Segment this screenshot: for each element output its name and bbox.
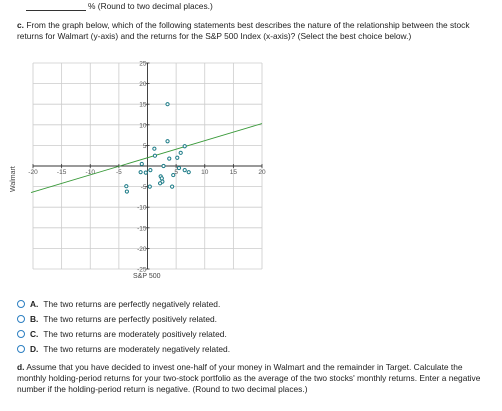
data-point <box>176 165 182 171</box>
data-point <box>157 181 163 186</box>
option-b[interactable]: B. The two returns are perfectly positiv… <box>17 311 230 326</box>
radio-button-c[interactable] <box>17 329 25 338</box>
option-b-letter: B. <box>30 313 39 324</box>
option-b-text: The two returns are perfectly positively… <box>43 313 218 324</box>
data-point <box>139 161 144 167</box>
y-tick-label: 5 <box>143 143 147 150</box>
y-axis-label: Walmart <box>10 166 17 192</box>
x-tick-label: -5 <box>116 169 122 176</box>
x-tick-label: -15 <box>57 169 67 176</box>
question-part-d: d. Assume that you have decided to inves… <box>17 362 492 395</box>
option-d-letter: D. <box>30 343 39 354</box>
data-point <box>152 146 157 151</box>
option-c-letter: C. <box>30 328 39 339</box>
x-tick-label: -20 <box>28 169 38 176</box>
y-tick-label: -20 <box>137 246 147 253</box>
data-point <box>165 139 170 144</box>
chart-svg: -20 -15 -10 -5 5 10 15 20 25 20 15 10 5 -5 -10 -15 -20 -2… <box>28 61 266 274</box>
x-tick-label: 10 <box>201 169 209 176</box>
data-point <box>152 153 158 158</box>
data-point <box>124 184 129 189</box>
question-part-c: c. From the graph below, which of the fo… <box>17 20 487 42</box>
option-d-text: The two returns are moderately negativel… <box>43 343 231 354</box>
data-point <box>167 156 172 161</box>
data-point <box>186 170 191 175</box>
round-note: % (Round to two decimal places.) <box>88 1 213 11</box>
part-d-label: d. <box>17 362 25 372</box>
part-c-label: c. <box>17 20 24 30</box>
answer-blank[interactable] <box>26 10 86 11</box>
data-point <box>138 170 143 175</box>
option-c[interactable]: C. The two returns are moderately positi… <box>17 326 230 341</box>
data-point <box>124 189 129 194</box>
radio-button-d[interactable] <box>17 344 25 353</box>
x-tick-label: 15 <box>230 169 238 176</box>
y-tick-label: 15 <box>139 102 147 109</box>
scatter-chart: -20 -15 -10 -5 5 10 15 20 25 20 15 10 5 -5 -10 -15 -20 -2… <box>0 55 280 285</box>
trend-line <box>30 123 263 193</box>
option-c-text: The two returns are moderately positivel… <box>43 328 227 339</box>
option-a-letter: A. <box>30 298 39 309</box>
data-point <box>182 144 187 149</box>
data-point <box>161 163 166 169</box>
x-tick-label: -10 <box>86 169 96 176</box>
y-tick-label: -10 <box>137 205 147 212</box>
data-point <box>165 102 170 107</box>
y-tick-label: 10 <box>139 122 147 129</box>
data-point <box>148 168 153 173</box>
radio-button-a[interactable] <box>17 299 25 308</box>
part-c-text: From the graph below, which of the follo… <box>17 20 470 41</box>
y-tick-label: -5 <box>141 184 147 191</box>
y-tick-label: -25 <box>137 267 147 274</box>
x-tick-label: 20 <box>258 169 266 176</box>
previous-answer-line: % (Round to two decimal places.) <box>8 0 488 14</box>
radio-button-b[interactable] <box>17 314 25 323</box>
data-point <box>170 184 175 189</box>
data-point <box>175 155 180 160</box>
data-point <box>171 172 176 178</box>
part-d-text: Assume that you have decided to invest o… <box>17 362 481 394</box>
x-tick-label: 5 <box>174 169 178 176</box>
y-tick-label: -15 <box>137 225 147 232</box>
data-point <box>178 150 183 155</box>
option-d[interactable]: D. The two returns are moderately negati… <box>17 341 230 356</box>
y-tick-label: 25 <box>139 61 147 68</box>
y-tick-label: 20 <box>139 81 147 88</box>
data-point <box>159 176 164 181</box>
option-a[interactable]: A. The two returns are perfectly negativ… <box>17 296 230 311</box>
answer-options: A. The two returns are perfectly negativ… <box>17 296 230 356</box>
x-axis-label: S&P 500 <box>133 273 161 280</box>
option-a-text: The two returns are perfectly negatively… <box>43 298 221 309</box>
data-point <box>182 168 187 173</box>
data-point <box>147 184 152 189</box>
data-point <box>143 170 148 175</box>
